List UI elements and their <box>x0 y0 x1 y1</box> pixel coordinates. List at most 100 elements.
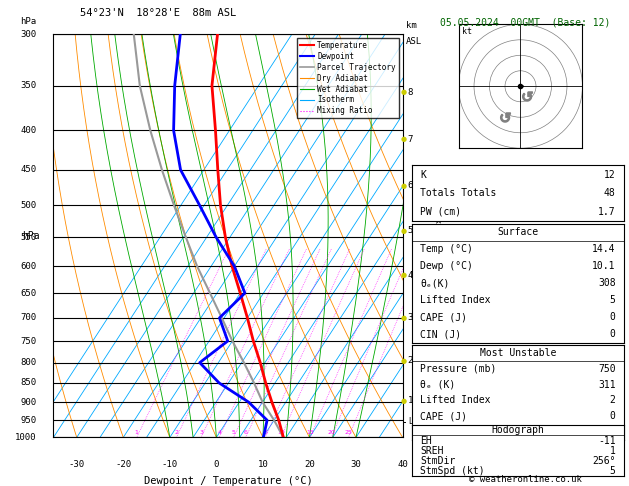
Text: θₑ(K): θₑ(K) <box>420 278 450 288</box>
Text: ●: ● <box>400 89 406 95</box>
Text: Mixing Ratio (g/kg): Mixing Ratio (g/kg) <box>433 208 442 303</box>
Text: Totals Totals: Totals Totals <box>420 188 497 198</box>
Text: ●: ● <box>400 228 406 234</box>
Text: ●: ● <box>400 398 406 404</box>
Text: hPa: hPa <box>21 17 36 26</box>
Text: hPa: hPa <box>22 231 40 241</box>
Text: Most Unstable: Most Unstable <box>480 348 556 358</box>
Text: 30: 30 <box>350 460 362 469</box>
Text: 900: 900 <box>21 398 36 407</box>
Text: 1.7: 1.7 <box>598 207 616 217</box>
Text: Temp (°C): Temp (°C) <box>420 244 474 254</box>
Text: Lifted Index: Lifted Index <box>420 295 491 305</box>
Text: Hodograph: Hodograph <box>491 425 545 435</box>
Text: Dewp (°C): Dewp (°C) <box>420 261 474 271</box>
Text: 3: 3 <box>408 313 413 322</box>
Text: ●: ● <box>400 272 406 278</box>
Text: 5: 5 <box>610 466 616 476</box>
Text: -11: -11 <box>598 435 616 446</box>
Text: 48: 48 <box>604 188 616 198</box>
Text: 20: 20 <box>328 431 335 435</box>
Text: K: K <box>420 170 426 179</box>
Text: ●: ● <box>400 315 406 321</box>
Text: 0: 0 <box>610 427 616 437</box>
Text: ●: ● <box>400 183 406 189</box>
Text: 950: 950 <box>21 416 36 425</box>
Text: CAPE (J): CAPE (J) <box>420 411 467 421</box>
Text: 05.05.2024  00GMT  (Base: 12): 05.05.2024 00GMT (Base: 12) <box>440 17 610 27</box>
Text: θₑ (K): θₑ (K) <box>420 380 456 390</box>
Text: Pressure (mb): Pressure (mb) <box>420 364 497 374</box>
Text: CIN (J): CIN (J) <box>420 427 462 437</box>
Text: 5: 5 <box>231 431 236 435</box>
Text: 1: 1 <box>610 446 616 456</box>
Text: PW (cm): PW (cm) <box>420 207 462 217</box>
Text: 0: 0 <box>610 411 616 421</box>
Text: -20: -20 <box>115 460 131 469</box>
Text: 6: 6 <box>408 181 413 191</box>
Text: 8: 8 <box>408 88 413 97</box>
Text: 550: 550 <box>21 233 36 242</box>
Text: 4: 4 <box>217 431 221 435</box>
Text: 500: 500 <box>21 201 36 209</box>
Text: 800: 800 <box>21 358 36 367</box>
Text: 2: 2 <box>408 356 413 365</box>
Text: CAPE (J): CAPE (J) <box>420 312 467 322</box>
Text: 1000: 1000 <box>15 433 36 442</box>
Text: 25: 25 <box>345 431 352 435</box>
Text: LCL: LCL <box>408 417 421 427</box>
Text: StmSpd (kt): StmSpd (kt) <box>420 466 485 476</box>
Text: 750: 750 <box>598 364 616 374</box>
Text: 10: 10 <box>257 460 269 469</box>
Text: 10.1: 10.1 <box>592 261 616 271</box>
Text: © weatheronline.co.uk: © weatheronline.co.uk <box>469 474 582 484</box>
Text: 5: 5 <box>408 226 413 235</box>
Text: SREH: SREH <box>420 446 444 456</box>
Text: StmDir: StmDir <box>420 456 456 466</box>
Text: 256°: 256° <box>592 456 616 466</box>
Text: 2: 2 <box>174 431 179 435</box>
Text: 3: 3 <box>199 431 203 435</box>
Text: 0: 0 <box>214 460 219 469</box>
Text: ●: ● <box>400 137 406 142</box>
Text: kt: kt <box>462 27 472 35</box>
Text: 1: 1 <box>408 397 413 405</box>
Text: -10: -10 <box>162 460 178 469</box>
Text: 40: 40 <box>397 460 408 469</box>
Text: 600: 600 <box>21 262 36 271</box>
Text: 311: 311 <box>598 380 616 390</box>
Text: 14.4: 14.4 <box>592 244 616 254</box>
Text: ASL: ASL <box>406 37 422 46</box>
Text: 15: 15 <box>306 431 314 435</box>
Text: 20: 20 <box>304 460 315 469</box>
Text: 2: 2 <box>610 395 616 405</box>
Text: 450: 450 <box>21 165 36 174</box>
Text: 1: 1 <box>135 431 138 435</box>
Text: 6: 6 <box>244 431 248 435</box>
Text: 12: 12 <box>604 170 616 179</box>
Text: 850: 850 <box>21 379 36 387</box>
Text: 300: 300 <box>21 30 36 38</box>
Text: 0: 0 <box>610 329 616 339</box>
Text: CIN (J): CIN (J) <box>420 329 462 339</box>
Text: 308: 308 <box>598 278 616 288</box>
Text: 10: 10 <box>277 431 285 435</box>
Text: 750: 750 <box>21 336 36 346</box>
Text: ●: ● <box>400 358 406 364</box>
Text: Dewpoint / Temperature (°C): Dewpoint / Temperature (°C) <box>143 476 313 486</box>
Text: 400: 400 <box>21 126 36 135</box>
Text: 4: 4 <box>408 271 413 279</box>
Legend: Temperature, Dewpoint, Parcel Trajectory, Dry Adiabat, Wet Adiabat, Isotherm, Mi: Temperature, Dewpoint, Parcel Trajectory… <box>297 38 399 119</box>
Text: Surface: Surface <box>498 227 538 237</box>
Text: 650: 650 <box>21 289 36 297</box>
Text: 0: 0 <box>610 312 616 322</box>
Text: km: km <box>406 21 417 30</box>
Text: Lifted Index: Lifted Index <box>420 395 491 405</box>
Text: 700: 700 <box>21 313 36 322</box>
Text: 350: 350 <box>21 81 36 90</box>
Text: -30: -30 <box>69 460 85 469</box>
Text: 7: 7 <box>408 135 413 144</box>
Text: 8: 8 <box>264 431 267 435</box>
Text: 54°23'N  18°28'E  88m ASL: 54°23'N 18°28'E 88m ASL <box>80 8 237 18</box>
Text: 5: 5 <box>610 295 616 305</box>
